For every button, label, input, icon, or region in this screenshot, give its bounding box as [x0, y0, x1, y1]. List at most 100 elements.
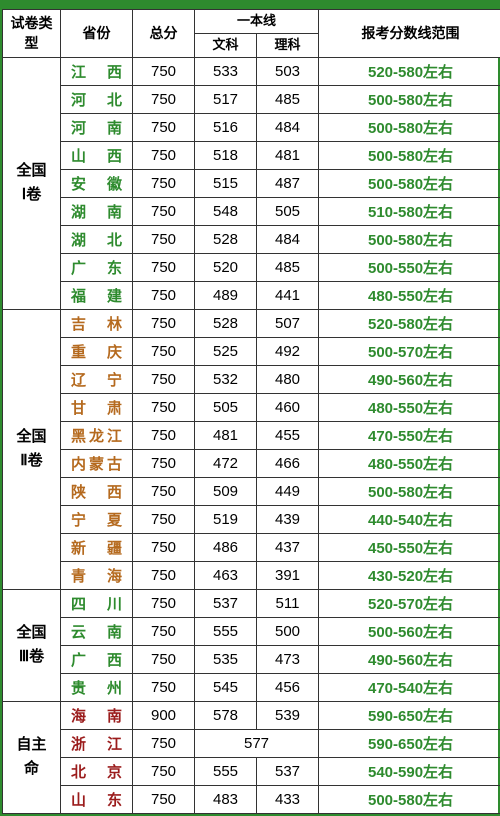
table-row: 山西750518481500-580左右: [3, 141, 500, 169]
total-cell: 750: [133, 477, 195, 505]
science-score-cell: 500: [257, 617, 319, 645]
range-cell: 440-540左右: [319, 505, 500, 533]
arts-score-cell: 548: [195, 197, 257, 225]
range-cell: 500-580左右: [319, 169, 500, 197]
arts-score-cell: 489: [195, 281, 257, 309]
table-row: 北京750555537540-590左右: [3, 757, 500, 785]
table-row: 全国Ⅱ卷吉林750528507520-580左右: [3, 309, 500, 337]
total-cell: 750: [133, 309, 195, 337]
range-cell: 500-580左右: [319, 141, 500, 169]
range-cell: 500-580左右: [319, 225, 500, 253]
total-cell: 750: [133, 673, 195, 701]
range-cell: 590-650左右: [319, 701, 500, 729]
total-cell: 750: [133, 729, 195, 757]
group-label: 全国Ⅲ卷: [3, 589, 61, 701]
arts-score-cell: 532: [195, 365, 257, 393]
arts-score-cell: 519: [195, 505, 257, 533]
table-row: 安徽750515487500-580左右: [3, 169, 500, 197]
science-score-cell: 439: [257, 505, 319, 533]
science-score-cell: 456: [257, 673, 319, 701]
table-row: 河南750516484500-580左右: [3, 113, 500, 141]
total-cell: 750: [133, 57, 195, 85]
province-cell: 四川: [61, 589, 133, 617]
province-cell: 湖北: [61, 225, 133, 253]
table-row: 宁夏750519439440-540左右: [3, 505, 500, 533]
total-cell: 750: [133, 113, 195, 141]
table-row: 陕西750509449500-580左右: [3, 477, 500, 505]
science-score-cell: 441: [257, 281, 319, 309]
science-score-cell: 537: [257, 757, 319, 785]
total-cell: 750: [133, 757, 195, 785]
total-cell: 750: [133, 533, 195, 561]
province-cell: 广西: [61, 645, 133, 673]
total-cell: 750: [133, 393, 195, 421]
total-cell: 900: [133, 701, 195, 729]
total-cell: 750: [133, 253, 195, 281]
header-science: 理科: [257, 33, 319, 57]
range-cell: 590-650左右: [319, 729, 500, 757]
science-score-cell: 473: [257, 645, 319, 673]
province-cell: 广东: [61, 253, 133, 281]
table-row: 广西750535473490-560左右: [3, 645, 500, 673]
table-header: 试卷类型 省份 总分 一本线 报考分数线范围 文科 理科: [3, 10, 500, 58]
science-score-cell: 481: [257, 141, 319, 169]
arts-score-cell: 483: [195, 785, 257, 813]
header-arts: 文科: [195, 33, 257, 57]
province-cell: 浙江: [61, 729, 133, 757]
range-cell: 540-590左右: [319, 757, 500, 785]
science-score-cell: 460: [257, 393, 319, 421]
province-cell: 重庆: [61, 337, 133, 365]
province-cell: 安徽: [61, 169, 133, 197]
table-row: 湖南750548505510-580左右: [3, 197, 500, 225]
province-cell: 黑龙江: [61, 421, 133, 449]
province-cell: 青海: [61, 561, 133, 589]
range-cell: 520-570左右: [319, 589, 500, 617]
science-score-cell: 507: [257, 309, 319, 337]
arts-score-cell: 535: [195, 645, 257, 673]
total-cell: 750: [133, 225, 195, 253]
arts-score-cell: 537: [195, 589, 257, 617]
table-body: 全国Ⅰ卷江西750533503520-580左右河北750517485500-5…: [3, 57, 500, 813]
total-cell: 750: [133, 785, 195, 813]
province-cell: 山东: [61, 785, 133, 813]
range-cell: 500-570左右: [319, 337, 500, 365]
arts-score-cell: 578: [195, 701, 257, 729]
top-green-strip: [2, 2, 498, 9]
arts-score-cell: 516: [195, 113, 257, 141]
header-total: 总分: [133, 10, 195, 58]
province-cell: 贵州: [61, 673, 133, 701]
range-cell: 520-580左右: [319, 57, 500, 85]
table-row: 自主命海南900578539590-650左右: [3, 701, 500, 729]
province-cell: 宁夏: [61, 505, 133, 533]
table-row: 全国Ⅰ卷江西750533503520-580左右: [3, 57, 500, 85]
range-cell: 480-550左右: [319, 281, 500, 309]
arts-score-cell: 515: [195, 169, 257, 197]
table-row: 河北750517485500-580左右: [3, 85, 500, 113]
score-table: 试卷类型 省份 总分 一本线 报考分数线范围 文科 理科 全国Ⅰ卷江西75053…: [2, 9, 500, 814]
science-score-cell: 485: [257, 85, 319, 113]
province-cell: 海南: [61, 701, 133, 729]
science-score-cell: 466: [257, 449, 319, 477]
province-cell: 辽宁: [61, 365, 133, 393]
arts-score-cell: 481: [195, 421, 257, 449]
province-cell: 内蒙古: [61, 449, 133, 477]
total-cell: 750: [133, 505, 195, 533]
science-score-cell: 480: [257, 365, 319, 393]
table-row: 福建750489441480-550左右: [3, 281, 500, 309]
science-score-cell: 505: [257, 197, 319, 225]
arts-score-cell: 518: [195, 141, 257, 169]
header-range: 报考分数线范围: [319, 10, 500, 58]
table-container: 试卷类型 省份 总分 一本线 报考分数线范围 文科 理科 全国Ⅰ卷江西75053…: [0, 0, 500, 816]
group-label: 全国Ⅱ卷: [3, 309, 61, 589]
arts-score-cell: 545: [195, 673, 257, 701]
total-cell: 750: [133, 421, 195, 449]
province-cell: 甘肃: [61, 393, 133, 421]
table-row: 新疆750486437450-550左右: [3, 533, 500, 561]
group-label: 自主命: [3, 701, 61, 813]
total-cell: 750: [133, 281, 195, 309]
header-province: 省份: [61, 10, 133, 58]
arts-score-cell: 463: [195, 561, 257, 589]
total-cell: 750: [133, 589, 195, 617]
range-cell: 470-550左右: [319, 421, 500, 449]
science-score-cell: 484: [257, 225, 319, 253]
